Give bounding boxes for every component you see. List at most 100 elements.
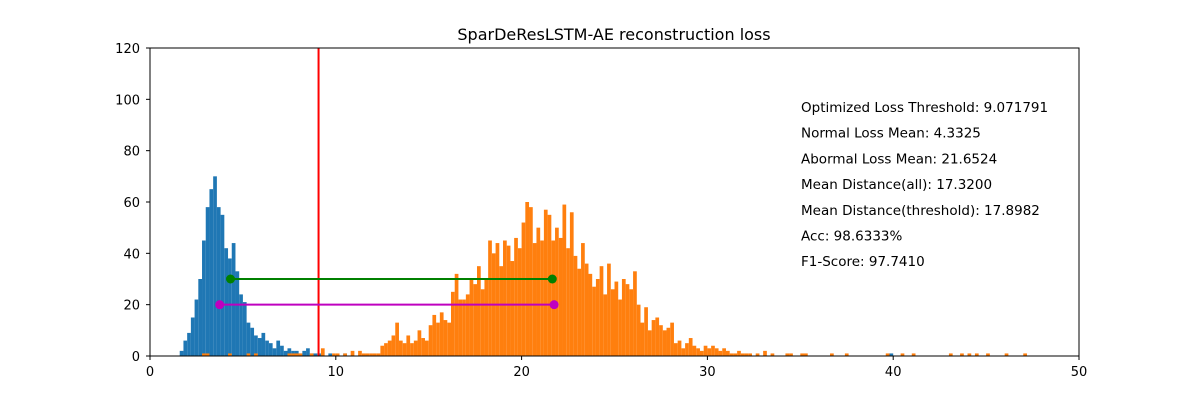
y-tick-label: 40 (123, 247, 140, 262)
histogram-bar-series-2 (911, 353, 916, 356)
histogram-bar-series-1 (250, 327, 255, 356)
histogram-bar-series-2 (384, 343, 388, 356)
histogram-bar-series-1 (283, 350, 288, 356)
histogram-bar-series-2 (588, 273, 593, 356)
histogram-bar-series-2 (428, 325, 433, 356)
histogram-bar-series-2 (770, 353, 775, 356)
histogram-bar-series-1 (209, 189, 214, 356)
histogram-bar-series-2 (755, 353, 760, 356)
histogram-bar-series-2 (681, 348, 686, 356)
histogram-bar-series-2 (986, 353, 990, 356)
histogram-bar-series-2 (647, 330, 652, 356)
histogram-bar-series-2 (789, 353, 793, 356)
histogram-bar-series-2 (621, 279, 626, 356)
histogram-bar-series-2 (536, 227, 541, 356)
bars-layer (179, 176, 1027, 356)
histogram-bar-series-2 (711, 345, 715, 356)
histogram-bar-series-2 (673, 343, 678, 356)
histogram-bar-series-2 (406, 335, 411, 356)
histogram-bar-series-2 (424, 340, 429, 356)
histogram-bar-series-2 (974, 353, 979, 356)
histogram-bar-series-2 (540, 240, 544, 356)
histogram-bar-series-2 (967, 353, 972, 356)
histogram-bar-series-1 (239, 294, 243, 356)
histogram-bar-series-2 (380, 345, 385, 356)
y-tick-label: 120 (115, 42, 140, 57)
histogram-bar-series-2 (469, 279, 474, 356)
histogram-bar-series-2 (551, 240, 556, 356)
histogram-bar-series-2 (733, 353, 738, 356)
histogram-bar-series-1 (272, 348, 277, 356)
histogram-bar-series-2 (395, 322, 399, 356)
y-tick-label: 100 (115, 93, 140, 108)
histogram-bar-series-2 (562, 204, 567, 356)
histogram-bar-series-2 (666, 327, 671, 356)
distance-endpoint-end-2 (549, 300, 559, 310)
x-tick-label: 30 (699, 365, 716, 380)
histogram-bar-series-2 (421, 338, 425, 356)
histogram-bar-series-2 (458, 299, 463, 356)
annotation-line: Optimized Loss Threshold: 9.071791 (801, 100, 1048, 116)
histogram-bar-series-2 (443, 320, 448, 356)
histogram-bar-series-2 (495, 243, 500, 356)
histogram-bar-series-2 (543, 209, 548, 356)
histogram-bar-series-2 (618, 299, 622, 356)
histogram-bar-series-2 (361, 353, 366, 356)
histogram-bar-series-1 (268, 343, 273, 356)
histogram-bar-series-2 (413, 340, 418, 356)
histogram-bar-series-2 (685, 343, 689, 356)
histogram-bar-series-2 (480, 289, 485, 356)
histogram-bar-series-2 (503, 240, 507, 356)
histogram-bar-series-2 (320, 348, 325, 356)
histogram-bar-series-1 (287, 348, 292, 356)
histogram-bar-series-2 (581, 243, 585, 356)
histogram-bar-series-1 (313, 353, 318, 356)
histogram-bar-series-2 (603, 294, 608, 356)
y-tick-label: 80 (123, 145, 140, 160)
histogram-bar-series-2 (740, 353, 745, 356)
y-tick-label: 20 (123, 299, 140, 314)
histogram-bar-series-1 (187, 332, 191, 356)
histogram-bar-series-2 (662, 330, 667, 356)
histogram-bar-series-1 (306, 348, 310, 356)
histogram-bar-series-2 (748, 353, 752, 356)
histogram-bar-series-2 (246, 353, 251, 356)
histogram-bar-series-1 (302, 350, 307, 356)
histogram-bar-series-2 (291, 353, 295, 356)
histogram-bar-series-2 (614, 281, 619, 356)
histogram-bar-series-1 (889, 353, 894, 356)
histogram-bar-series-2 (655, 317, 660, 356)
annotation-line: Acc: 98.6333% (801, 229, 903, 245)
histogram-bar-series-2 (677, 340, 682, 356)
histogram-bar-series-2 (450, 291, 455, 356)
histogram-bar-series-2 (462, 299, 466, 356)
histogram-bar-series-2 (595, 279, 600, 356)
histogram-bar-series-2 (633, 271, 637, 356)
histogram-bar-series-2 (707, 348, 712, 356)
histogram-bar-series-2 (584, 263, 589, 356)
histogram-bar-series-2 (900, 353, 905, 356)
histogram-bar-series-1 (179, 350, 184, 356)
histogram-bar-series-2 (763, 350, 767, 356)
histogram-bar-series-1 (235, 271, 240, 356)
chart-title: SparDeResLSTM-AE reconstruction loss (457, 25, 770, 44)
histogram-bar-series-2 (737, 350, 741, 356)
histogram-bar-series-2 (514, 237, 518, 356)
histogram-bar-series-2 (391, 335, 396, 356)
histogram-bar-series-2 (555, 227, 559, 356)
histogram-bar-series-2 (529, 207, 533, 356)
annotation-line: Mean Distance(threshold): 17.8982 (801, 203, 1040, 219)
annotation-block: Optimized Loss Threshold: 9.071791 Normal… (801, 100, 1048, 270)
histogram-bar-series-1 (216, 207, 221, 356)
histogram-bar-series-2 (592, 286, 596, 356)
annotation-line: Mean Distance(all): 17.3200 (801, 177, 992, 193)
annotation-line: Abormal Loss Mean: 21.6524 (801, 151, 997, 167)
histogram-bar-series-2 (670, 322, 674, 356)
x-tick-label: 40 (885, 365, 902, 380)
histogram-bar-series-1 (190, 317, 195, 356)
histogram-bar-series-2 (532, 243, 537, 356)
histogram-bar-series-2 (640, 322, 645, 356)
histogram-bar-series-2 (729, 353, 734, 356)
